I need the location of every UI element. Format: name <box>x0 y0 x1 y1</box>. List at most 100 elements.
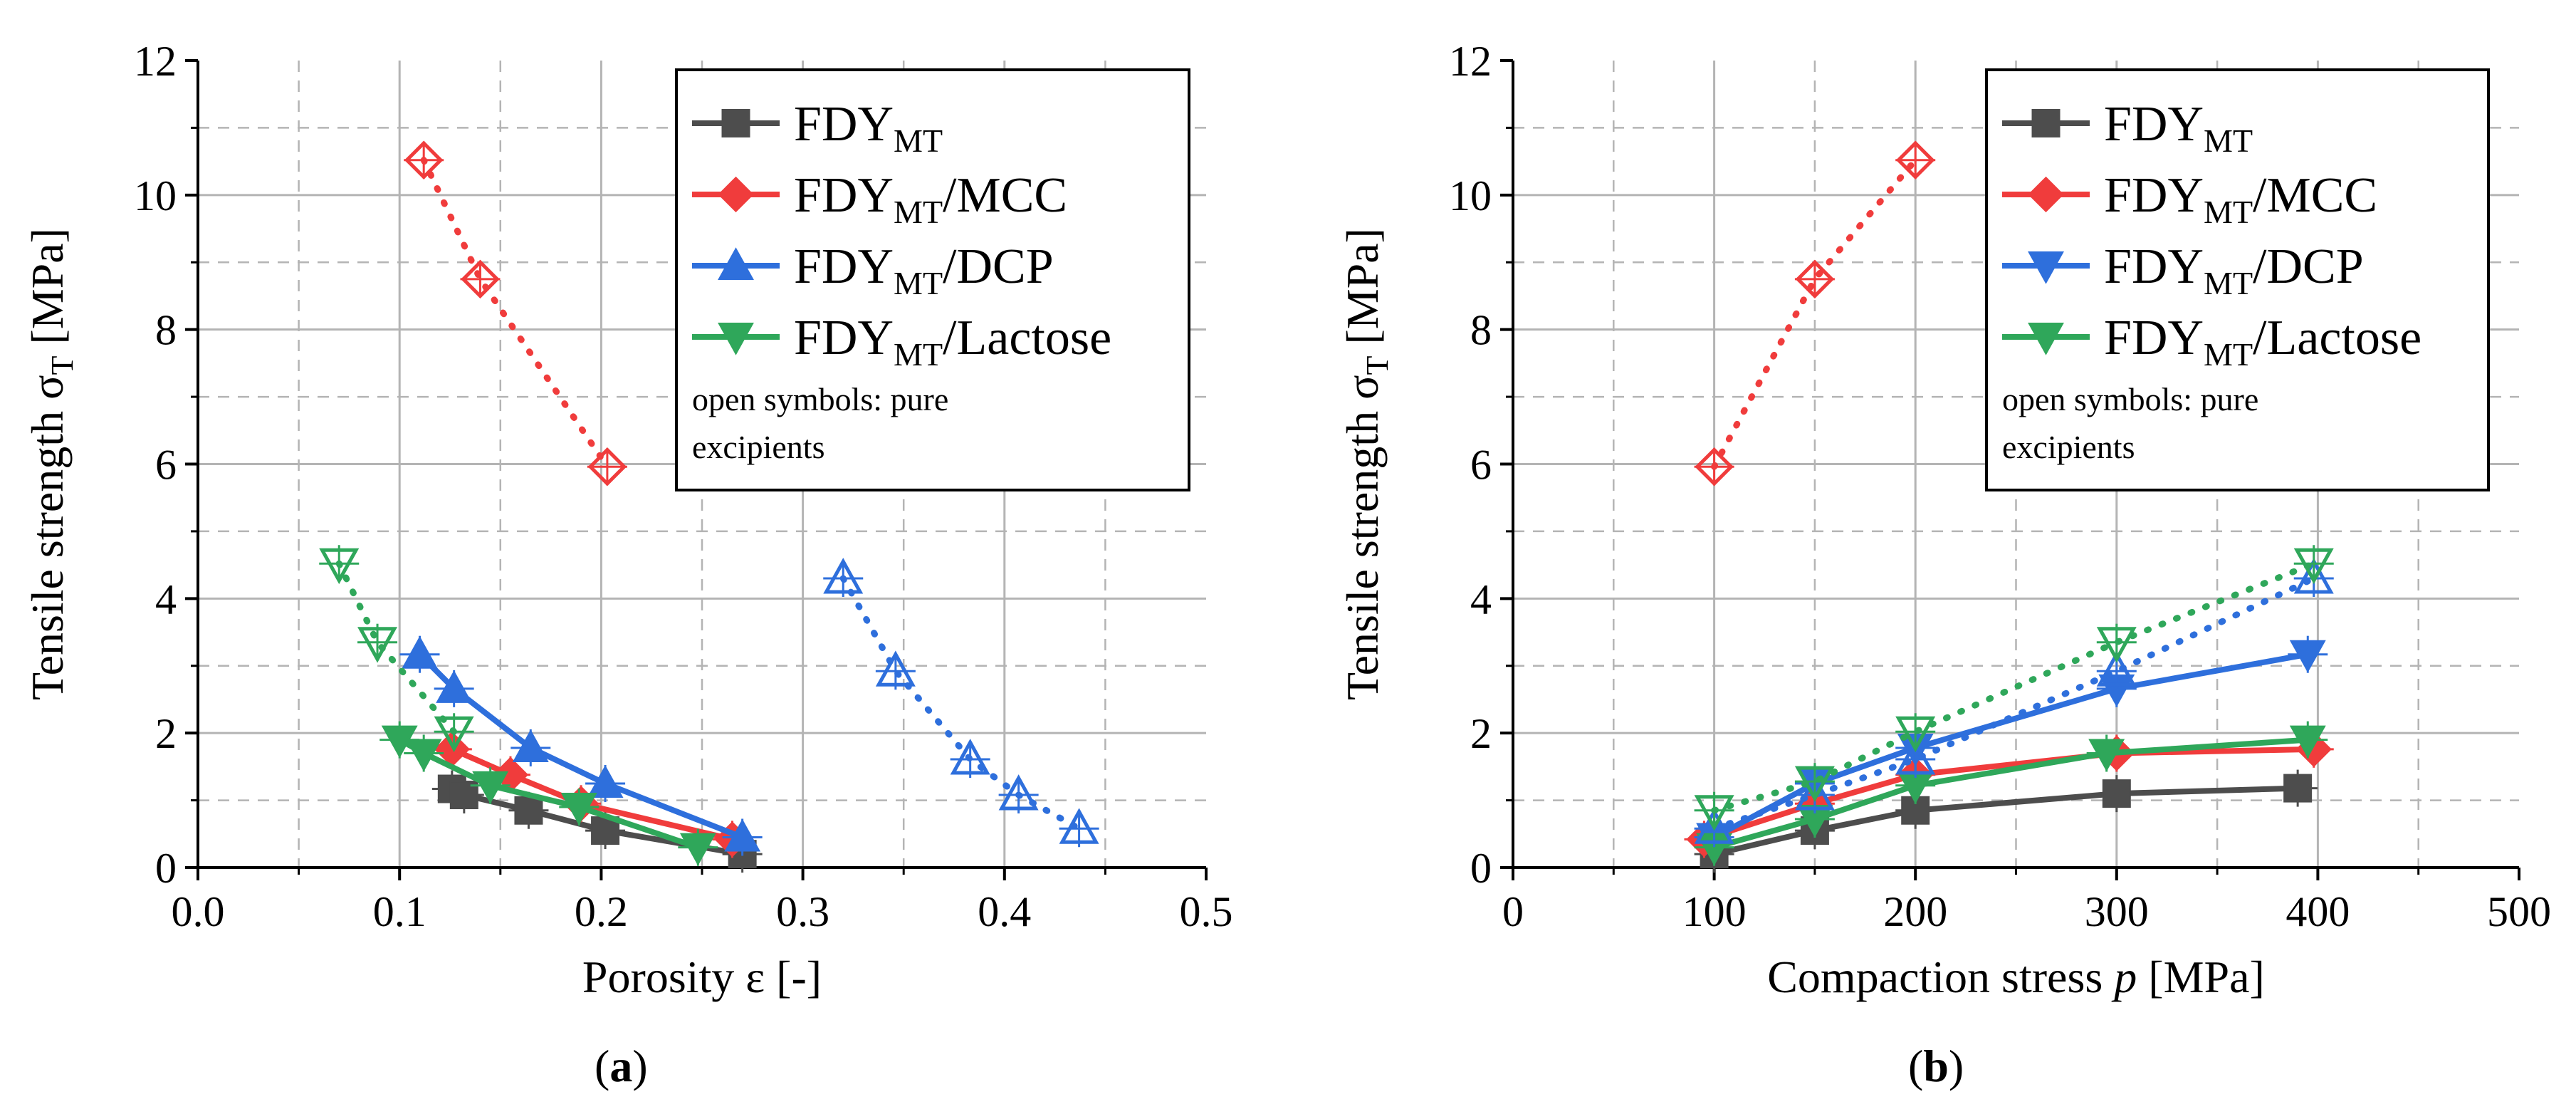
series-line <box>839 575 1083 832</box>
series-line <box>1711 157 1919 470</box>
data-point <box>875 650 916 687</box>
panel-label-a: (a) <box>595 1041 648 1091</box>
legend-marker <box>721 109 750 137</box>
data-point <box>512 729 549 762</box>
x-axis-label: Porosity ε [-] <box>582 952 822 1002</box>
data-point <box>724 818 761 852</box>
data-point <box>823 558 864 594</box>
legend-label: FDYMT/DCP <box>794 239 1054 301</box>
series-fdy-mt-lactose <box>1694 721 2328 866</box>
data-point <box>679 833 716 866</box>
y-tick-label: 12 <box>134 38 177 85</box>
legend-marker <box>718 323 754 355</box>
data-point <box>404 140 444 180</box>
data-point <box>1694 795 1734 831</box>
x-tick-label: 300 <box>2085 888 2149 935</box>
x-tick-label: 200 <box>1883 888 1947 935</box>
data-point <box>2096 627 2137 663</box>
data-point <box>2289 640 2326 673</box>
x-tick-label: 0.5 <box>1180 888 1233 935</box>
data-point <box>319 548 360 585</box>
data-point <box>357 627 398 663</box>
legend-marker <box>2031 109 2061 137</box>
series-fdy-mt-dcp <box>399 635 763 856</box>
y-tick-label: 4 <box>155 576 177 623</box>
legend-label: FDYMT/MCC <box>2104 168 2377 230</box>
data-point <box>1795 259 1835 299</box>
y-tick-label: 2 <box>155 710 177 757</box>
series-fdy-mt-lactose <box>379 721 718 866</box>
legend-marker <box>718 247 754 280</box>
data-point <box>1695 447 1734 486</box>
legend-marker <box>2028 323 2064 355</box>
y-tick-label: 2 <box>1470 710 1492 757</box>
data-point <box>1059 808 1099 844</box>
legend-note-line2: excipients <box>2002 429 2135 465</box>
legend-marker <box>2028 251 2064 284</box>
legend-label: FDYMT <box>2104 97 2253 159</box>
data-point <box>514 796 543 825</box>
data-point <box>1794 774 1835 811</box>
legend-marker <box>718 176 754 213</box>
y-tick-label: 8 <box>155 307 177 354</box>
data-point <box>2293 548 2334 585</box>
x-tick-label: 0.4 <box>978 888 1031 935</box>
data-point <box>587 765 624 798</box>
legend-marker <box>2028 176 2064 213</box>
data-point <box>434 716 474 753</box>
data-point <box>998 774 1039 811</box>
data-point <box>2283 774 2313 803</box>
data-point <box>2088 739 2125 772</box>
legend-box <box>675 68 1190 491</box>
x-axis-label: Compaction stress p [MPa] <box>1767 952 2265 1002</box>
data-point <box>1895 716 1936 753</box>
y-tick-label: 0 <box>155 845 177 892</box>
data-point <box>472 771 509 804</box>
data-point <box>405 739 442 772</box>
series-line <box>335 560 458 735</box>
legend-note-line2: excipients <box>692 429 825 465</box>
x-tick-label: 0.0 <box>172 888 225 935</box>
y-axis-label: Tensile strength σT [MPa] <box>22 228 80 700</box>
y-tick-label: 4 <box>1470 576 1492 623</box>
series-dcp-pure- <box>823 558 1099 848</box>
data-point <box>1895 739 1936 775</box>
y-tick-label: 10 <box>134 172 177 219</box>
series-fdy-mt <box>1694 769 2318 873</box>
chart-panel-b: 0 100 200 300 400 500 0 2 4 6 8 10 12 Tensile strengt… <box>1337 38 2551 1002</box>
data-point <box>1895 140 1935 180</box>
data-point <box>560 793 597 826</box>
legend-box <box>1985 68 2490 491</box>
data-point <box>1694 808 1734 844</box>
series-mcc-pure- <box>1694 140 1936 486</box>
legend-label: FDYMT/Lactose <box>2104 311 2421 373</box>
legend-note-line1: open symbols: pure <box>692 381 948 417</box>
x-tick-label: 400 <box>2286 888 2350 935</box>
y-tick-label: 8 <box>1470 307 1492 354</box>
y-tick-label: 0 <box>1470 845 1492 892</box>
chart-panel-a: 0.0 0.1 0.2 0.3 0.4 0.5 0 2 4 6 8 10 12 Tensile stren… <box>22 38 1233 1002</box>
legend: FDYMT FDYMT/MCC FDYMT/DCP FDYMT/Lactose open… <box>675 68 1190 491</box>
data-point <box>2096 650 2137 687</box>
y-tick-label: 6 <box>155 442 177 489</box>
series-lactose-pure- <box>319 545 474 753</box>
series-line <box>420 157 611 470</box>
legend-label: FDYMT/DCP <box>2104 239 2364 301</box>
data-point <box>402 635 438 669</box>
x-tick-label: 0.3 <box>776 888 829 935</box>
x-tick-label: 0 <box>1502 888 1524 935</box>
data-point <box>950 739 990 775</box>
data-point <box>587 447 627 486</box>
series-mcc-pure- <box>404 140 627 486</box>
x-tick-label: 0.2 <box>575 888 628 935</box>
series-line <box>449 746 735 843</box>
x-tick-label: 100 <box>1682 888 1747 935</box>
legend-label: FDYMT/Lactose <box>794 311 1111 373</box>
y-axis-label: Tensile strength σT [MPa] <box>1337 228 1395 700</box>
legend: FDYMT FDYMT/MCC FDYMT/DCP FDYMT/Lactose open… <box>1985 68 2490 491</box>
series-dcp-pure- <box>1694 558 2334 848</box>
data-point <box>436 670 473 703</box>
x-tick-label: 0.1 <box>373 888 426 935</box>
